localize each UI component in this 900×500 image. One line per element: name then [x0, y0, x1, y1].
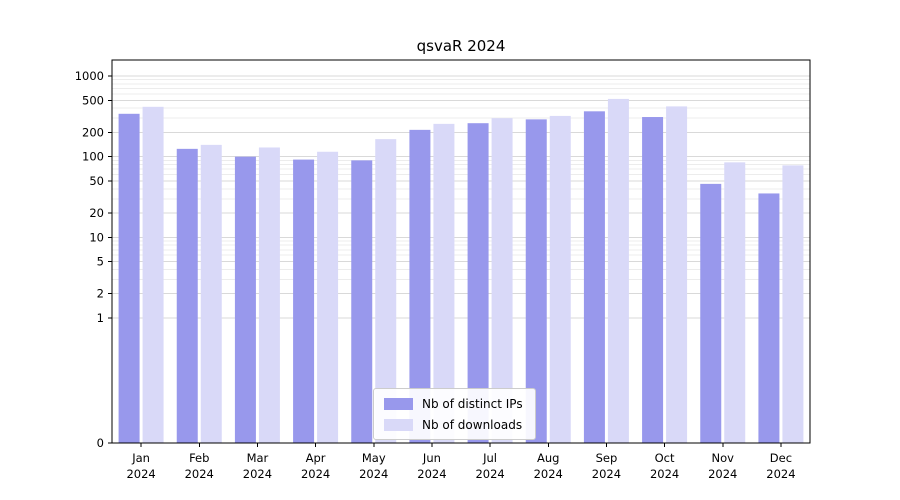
x-tick-year-label: 2024 — [359, 467, 388, 481]
y-tick-label: 50 — [89, 174, 104, 188]
bar — [118, 113, 140, 443]
bar — [200, 144, 222, 443]
bar — [525, 119, 547, 443]
x-tick-year-label: 2024 — [243, 467, 272, 481]
x-tick-month-label: May — [362, 451, 386, 465]
x-tick-month-label: Oct — [655, 451, 675, 465]
x-tick-month-label: Sep — [596, 451, 618, 465]
y-tick-label: 500 — [82, 93, 104, 107]
x-axis-labels: Jan 2024 Feb 2024 Mar 2024 Apr 2024 May 2024 Jun 20… — [126, 443, 796, 481]
bar — [375, 139, 397, 443]
bar — [293, 159, 315, 444]
x-tick-year-label: 2024 — [475, 467, 504, 481]
y-tick-label: 0 — [97, 436, 104, 450]
bar — [351, 160, 373, 443]
bar — [409, 129, 431, 443]
bar — [317, 151, 339, 443]
minor-gridlines — [112, 79, 810, 281]
y-tick-label: 10 — [89, 230, 104, 244]
bar — [583, 111, 605, 443]
x-tick-month-label: Jan — [131, 451, 150, 465]
bar — [607, 98, 629, 444]
y-axis-labels: 0 1 2 5 10 20 50 100 200 500 1000 — [75, 69, 112, 450]
x-tick-year-label: 2024 — [534, 467, 563, 481]
legend-item-distinct-ips: Nb of distinct IPs — [384, 395, 523, 412]
y-tick-label: 20 — [89, 206, 104, 220]
y-tick-label: 200 — [82, 125, 104, 139]
bar — [176, 148, 198, 444]
bars-distinct-ips — [118, 111, 780, 444]
bar — [642, 117, 664, 444]
x-tick-year-label: 2024 — [592, 467, 621, 481]
x-tick-year-label: 2024 — [708, 467, 737, 481]
y-tick-label: 5 — [97, 255, 104, 269]
bar — [234, 156, 256, 443]
y-tick-label: 1000 — [75, 69, 104, 83]
bar — [724, 162, 746, 443]
x-tick-year-label: 2024 — [185, 467, 214, 481]
bar — [758, 193, 780, 443]
x-tick-month-label: Nov — [712, 451, 735, 465]
y-tick-label: 1 — [97, 311, 104, 325]
x-tick-month-label: Aug — [537, 451, 559, 465]
y-tick-label: 100 — [82, 150, 104, 164]
legend-swatch-downloads — [384, 418, 413, 431]
bar — [142, 106, 164, 443]
x-tick-month-label: Feb — [189, 451, 209, 465]
bar — [782, 165, 804, 443]
legend-label-distinct-ips: Nb of distinct IPs — [422, 396, 523, 411]
legend: Nb of distinct IPs Nb of downloads — [373, 388, 536, 440]
bar — [467, 123, 489, 444]
x-tick-month-label: Jul — [482, 451, 497, 465]
bar — [258, 147, 280, 444]
bars-downloads — [142, 98, 804, 444]
bar — [666, 106, 688, 443]
plot-border — [111, 59, 811, 444]
bar — [700, 183, 722, 444]
legend-item-downloads: Nb of downloads — [384, 416, 523, 433]
bar — [491, 118, 513, 443]
x-tick-year-label: 2024 — [126, 467, 155, 481]
x-tick-year-label: 2024 — [650, 467, 679, 481]
bar — [433, 123, 455, 443]
bar — [549, 115, 571, 443]
x-tick-year-label: 2024 — [766, 467, 795, 481]
legend-label-downloads: Nb of downloads — [422, 417, 523, 432]
x-tick-year-label: 2024 — [417, 467, 446, 481]
x-tick-month-label: Jun — [422, 451, 441, 465]
x-tick-month-label: Apr — [306, 451, 326, 465]
x-tick-month-label: Mar — [247, 451, 269, 465]
chart-title: qsvaR 2024 — [416, 37, 506, 55]
x-tick-month-label: Dec — [770, 451, 792, 465]
legend-swatch-distinct-ips — [384, 397, 413, 410]
y-tick-label: 2 — [97, 287, 104, 301]
x-tick-year-label: 2024 — [301, 467, 330, 481]
